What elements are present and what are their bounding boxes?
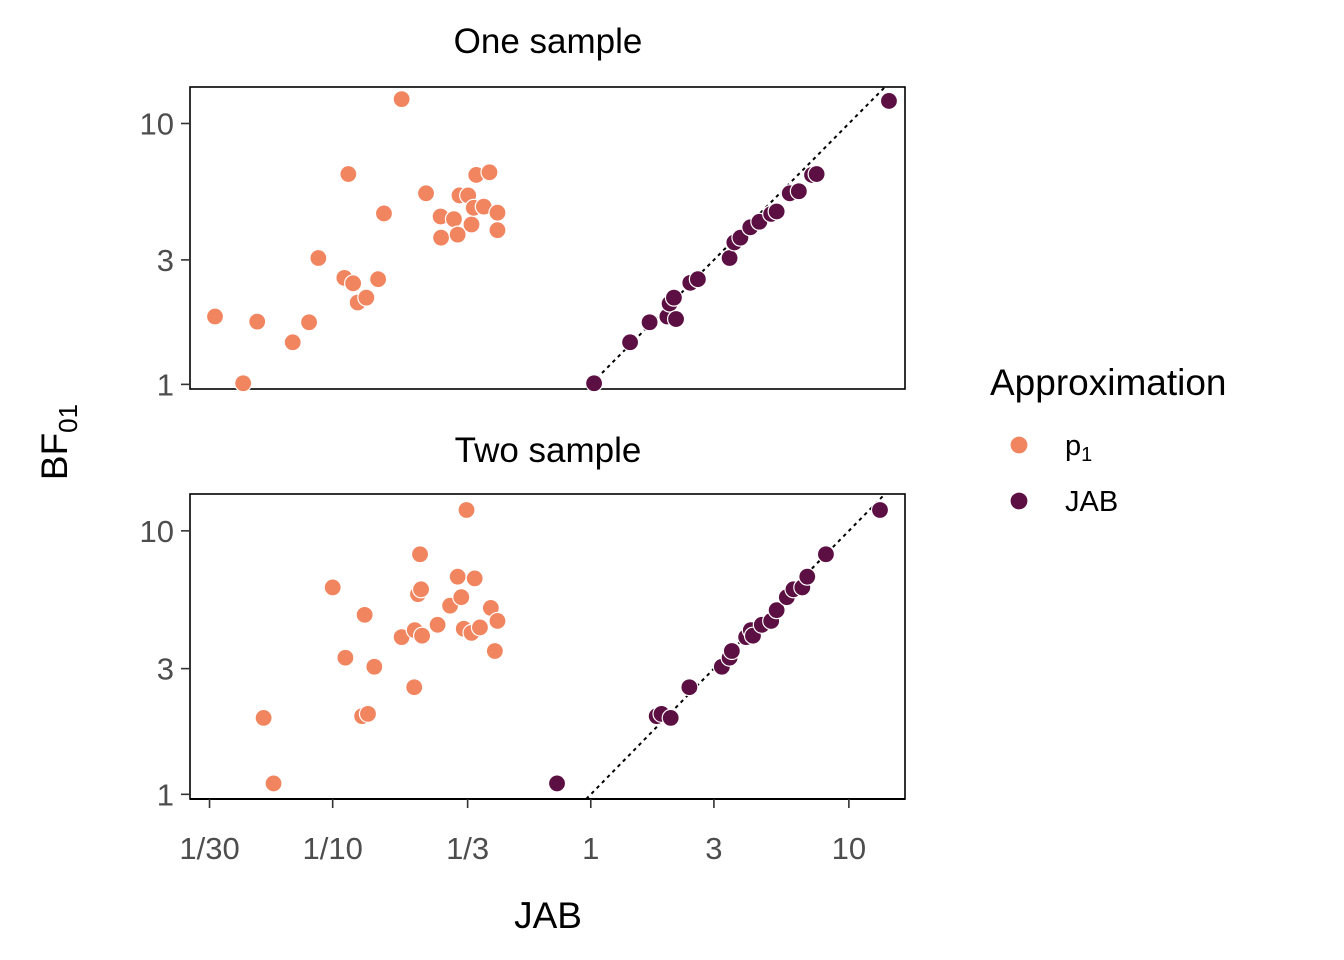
x-axis: 1/30 1/10 1/3 1 3 10 bbox=[179, 798, 905, 866]
point-p1 bbox=[448, 567, 467, 586]
y-tick-label: 1 bbox=[157, 367, 174, 402]
legend-swatch-p1 bbox=[1009, 435, 1029, 455]
point-p1 bbox=[462, 215, 481, 234]
point-p1 bbox=[264, 774, 283, 793]
point-p1 bbox=[339, 164, 358, 184]
point-jab bbox=[688, 270, 707, 289]
legend-label-p1-subscript: 1 bbox=[1081, 444, 1092, 466]
point-p1 bbox=[410, 545, 430, 564]
y-tick-label: 3 bbox=[157, 652, 174, 687]
point-jab bbox=[661, 708, 680, 728]
point-jab bbox=[722, 641, 741, 661]
point-jab bbox=[767, 601, 786, 620]
panel-title-two-sample: Two sample bbox=[455, 431, 642, 470]
panel-two-sample: Two sample 1 3 10 bbox=[140, 431, 906, 812]
point-jab bbox=[664, 288, 684, 307]
point-p1 bbox=[405, 678, 424, 697]
legend-label-p1-main: p bbox=[1065, 430, 1081, 462]
x-tick-label: 10 bbox=[832, 831, 866, 866]
point-p1 bbox=[323, 578, 342, 597]
point-jab bbox=[666, 309, 686, 329]
point-p1 bbox=[444, 210, 464, 229]
y-tick-label: 10 bbox=[140, 514, 174, 549]
point-jab bbox=[620, 333, 640, 352]
point-p1 bbox=[358, 704, 378, 723]
point-jab bbox=[584, 374, 604, 393]
point-p1 bbox=[411, 580, 431, 599]
panel-one-sample: One sample 1 3 10 bbox=[140, 22, 906, 402]
point-p1 bbox=[254, 708, 273, 728]
point-p1 bbox=[457, 500, 476, 520]
point-p1 bbox=[448, 225, 467, 244]
legend: Approximation p1 JAB bbox=[990, 362, 1227, 518]
x-tick-label: 1/30 bbox=[179, 831, 239, 866]
point-p1 bbox=[485, 641, 504, 661]
x-tick-label: 1/3 bbox=[446, 831, 489, 866]
panel-title-one-sample: One sample bbox=[454, 22, 643, 61]
y-tick-label: 1 bbox=[157, 777, 174, 812]
legend-label-jab: JAB bbox=[1065, 486, 1118, 518]
y-tick-label: 3 bbox=[157, 243, 174, 278]
point-p1 bbox=[470, 618, 490, 637]
point-p1 bbox=[431, 228, 451, 247]
point-p1 bbox=[357, 288, 376, 307]
point-p1 bbox=[488, 611, 507, 631]
point-p1 bbox=[392, 90, 411, 109]
point-p1 bbox=[365, 657, 384, 676]
point-p1 bbox=[309, 248, 328, 268]
scatter-points bbox=[205, 90, 899, 393]
panel-frame bbox=[189, 493, 906, 800]
y-axis-title-subscript: 01 bbox=[53, 404, 83, 433]
point-p1 bbox=[355, 605, 374, 624]
point-p1 bbox=[336, 648, 355, 667]
point-jab bbox=[870, 500, 890, 520]
y-axis-ticks: 1 3 10 bbox=[140, 514, 190, 812]
y-tick-label: 10 bbox=[140, 106, 174, 141]
point-jab bbox=[680, 678, 699, 697]
legend-title: Approximation bbox=[990, 362, 1227, 403]
point-p1 bbox=[369, 270, 388, 289]
point-p1 bbox=[480, 163, 499, 182]
point-p1 bbox=[299, 313, 319, 332]
point-jab bbox=[767, 202, 786, 221]
x-axis-title: JAB bbox=[514, 895, 582, 936]
legend-label-p1: p1 bbox=[1065, 430, 1092, 466]
point-p1 bbox=[416, 184, 436, 203]
panel-frame bbox=[189, 86, 906, 390]
point-p1 bbox=[248, 312, 267, 331]
x-tick-label: 3 bbox=[705, 831, 722, 866]
point-p1 bbox=[428, 615, 447, 634]
point-p1 bbox=[283, 333, 302, 352]
legend-swatch-jab bbox=[1009, 491, 1029, 511]
point-jab bbox=[816, 545, 836, 564]
y-axis-ticks: 1 3 10 bbox=[140, 106, 190, 402]
scatter-points bbox=[254, 500, 890, 793]
point-p1 bbox=[488, 221, 507, 240]
x-tick-label: 1/10 bbox=[303, 831, 363, 866]
y-axis-title: BF01 bbox=[34, 404, 83, 480]
point-p1 bbox=[374, 204, 394, 223]
point-p1 bbox=[412, 626, 432, 645]
point-p1 bbox=[452, 588, 471, 607]
point-p1 bbox=[488, 203, 507, 222]
point-jab bbox=[547, 774, 567, 793]
point-jab bbox=[640, 313, 659, 332]
point-jab bbox=[879, 91, 899, 111]
x-tick-label: 1 bbox=[582, 831, 599, 866]
y-axis-title-main: BF bbox=[34, 433, 75, 480]
point-p1 bbox=[234, 374, 253, 393]
point-p1 bbox=[205, 307, 225, 326]
point-p1 bbox=[465, 569, 484, 588]
point-jab bbox=[789, 182, 808, 201]
point-jab bbox=[798, 567, 817, 586]
point-p1 bbox=[344, 274, 363, 293]
point-jab bbox=[720, 248, 739, 268]
point-jab bbox=[807, 164, 826, 184]
